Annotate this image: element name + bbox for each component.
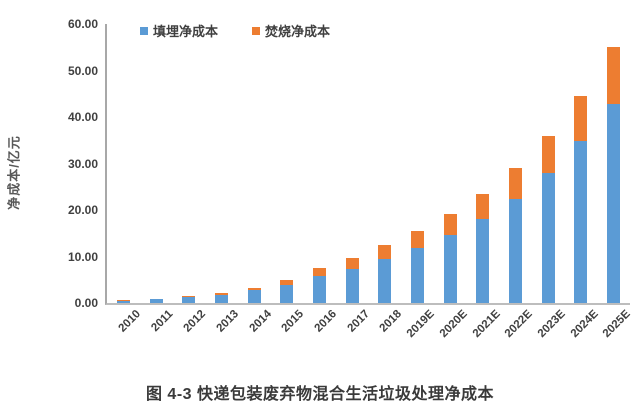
plot-area: 2010 2011 2012 2013 2014 2015 2016 2017 2018 2019… (105, 24, 633, 340)
legend-swatch-incineration (252, 26, 261, 35)
stacked-bar (247, 287, 261, 303)
legend: 填埋净成本 焚烧净成本 (140, 21, 330, 40)
bar-segment-landfill (476, 219, 490, 303)
bar-slot: 2023E (532, 24, 568, 340)
bar-segment-incineration (476, 193, 490, 220)
x-axis-label: 2011 (149, 308, 176, 335)
stacked-bar (182, 296, 196, 303)
bar-slot: 2016 (303, 24, 339, 335)
bar-slot: 2010 (107, 24, 143, 335)
bar-segment-landfill (411, 248, 425, 303)
bar-segment-landfill (149, 299, 163, 303)
x-axis-label: 2020E (437, 308, 470, 341)
bar-segment-incineration (312, 267, 326, 276)
x-axis-label: 2017 (345, 308, 372, 335)
x-axis-label: 2012 (181, 308, 209, 335)
x-axis-label: 2010 (116, 308, 143, 335)
x-axis-label: 2022E (503, 308, 536, 341)
bar-segment-landfill (541, 173, 555, 303)
stacked-bar (509, 167, 523, 303)
bar-slot: 2020E (434, 24, 470, 340)
stacked-bar (378, 245, 392, 303)
bar-segment-landfill (247, 290, 261, 303)
bar-segment-incineration (280, 280, 294, 285)
x-axis-label: 2013 (214, 308, 241, 335)
y-axis-title: 净成本/亿元 (6, 135, 22, 210)
y-axis-tick-label: 30.00 (67, 156, 98, 171)
bar-segment-incineration (378, 245, 392, 259)
x-axis-label: 2025E (601, 308, 634, 341)
bar-slot: 2018 (369, 24, 404, 335)
bar-slot: 2015 (270, 24, 306, 335)
stacked-bar (345, 257, 359, 303)
bar-segment-incineration (509, 167, 523, 199)
bar-segment-landfill (214, 294, 228, 303)
stacked-bar (280, 280, 294, 303)
bar-segment-landfill (509, 198, 523, 303)
x-axis-label: 2021E (470, 308, 503, 341)
y-axis-tick-label: 20.00 (67, 203, 98, 217)
y-axis-tick-label: 50.00 (67, 63, 98, 78)
x-axis-label: 2015 (279, 308, 307, 335)
stacked-bar (443, 214, 457, 303)
y-axis-tick-label: 60.00 (67, 17, 98, 31)
bar-segment-incineration (182, 296, 196, 298)
stacked-bar (214, 292, 228, 303)
legend-label-incineration: 焚烧净成本 (265, 24, 331, 39)
bar-segment-landfill (574, 140, 588, 303)
bar-slot: 2017 (336, 24, 372, 335)
x-axis-label: 2014 (246, 308, 274, 335)
stacked-bar (607, 47, 621, 303)
stacked-bar (312, 267, 326, 303)
x-axis-label: 2019E (405, 308, 438, 341)
x-axis-label: 2018 (377, 308, 405, 335)
bar-slot: 2014 (238, 24, 274, 335)
figure-caption: 图 4-3 快递包装废弃物混合生活垃圾处理净成本 (145, 386, 495, 403)
bar-segment-incineration (214, 292, 228, 295)
bar-slot: 2021E (467, 24, 502, 340)
bar-segment-incineration (541, 135, 555, 174)
bar-segment-incineration (443, 214, 457, 236)
bar-segment-landfill (345, 268, 359, 303)
bar-slot: 2012 (172, 24, 208, 335)
bar-segment-landfill (312, 275, 326, 303)
stacked-bar (116, 300, 130, 303)
stacked-bar (476, 193, 490, 303)
bar-segment-landfill (378, 258, 392, 303)
bar-slot: 2011 (140, 24, 176, 334)
x-axis-label: 2023E (535, 308, 568, 341)
bar-slot: 2013 (205, 24, 241, 335)
stacked-bar (411, 231, 425, 303)
bar-segment-landfill (182, 297, 196, 303)
bar-slot: 2025E (597, 24, 633, 340)
bar-segment-incineration (345, 257, 359, 269)
bar-segment-incineration (574, 95, 588, 141)
bar-segment-landfill (116, 300, 130, 303)
bar-segment-landfill (280, 284, 294, 303)
stacked-bar (541, 135, 555, 303)
stacked-bar (574, 95, 588, 303)
legend-label-landfill: 填埋净成本 (153, 24, 219, 39)
y-axis-tick-label: 0.00 (74, 296, 98, 310)
bar-segment-incineration (411, 231, 425, 249)
legend-swatch-landfill (140, 26, 148, 35)
y-axis-tick-label: 10.00 (67, 249, 98, 264)
bar-segment-landfill (607, 103, 621, 303)
bar-segment-incineration (607, 47, 621, 104)
bar-slot: 2024E (565, 24, 600, 340)
legend-item-incineration: 焚烧净成本 (252, 21, 330, 40)
bar-segment-incineration (247, 287, 261, 291)
bars-container: 2010 2011 2012 2013 2014 2015 2016 2017 2018 2019… (107, 24, 633, 340)
bar-slot: 2019E (401, 24, 437, 340)
x-axis-label: 2024E (568, 308, 601, 341)
y-axis-tick-label: 40.00 (67, 110, 98, 124)
bar-segment-landfill (443, 235, 457, 303)
legend-item-landfill: 填埋净成本 (140, 21, 218, 40)
bar-slot: 2022E (499, 24, 535, 340)
stacked-bar (149, 298, 163, 303)
x-axis-label: 2016 (312, 308, 339, 335)
